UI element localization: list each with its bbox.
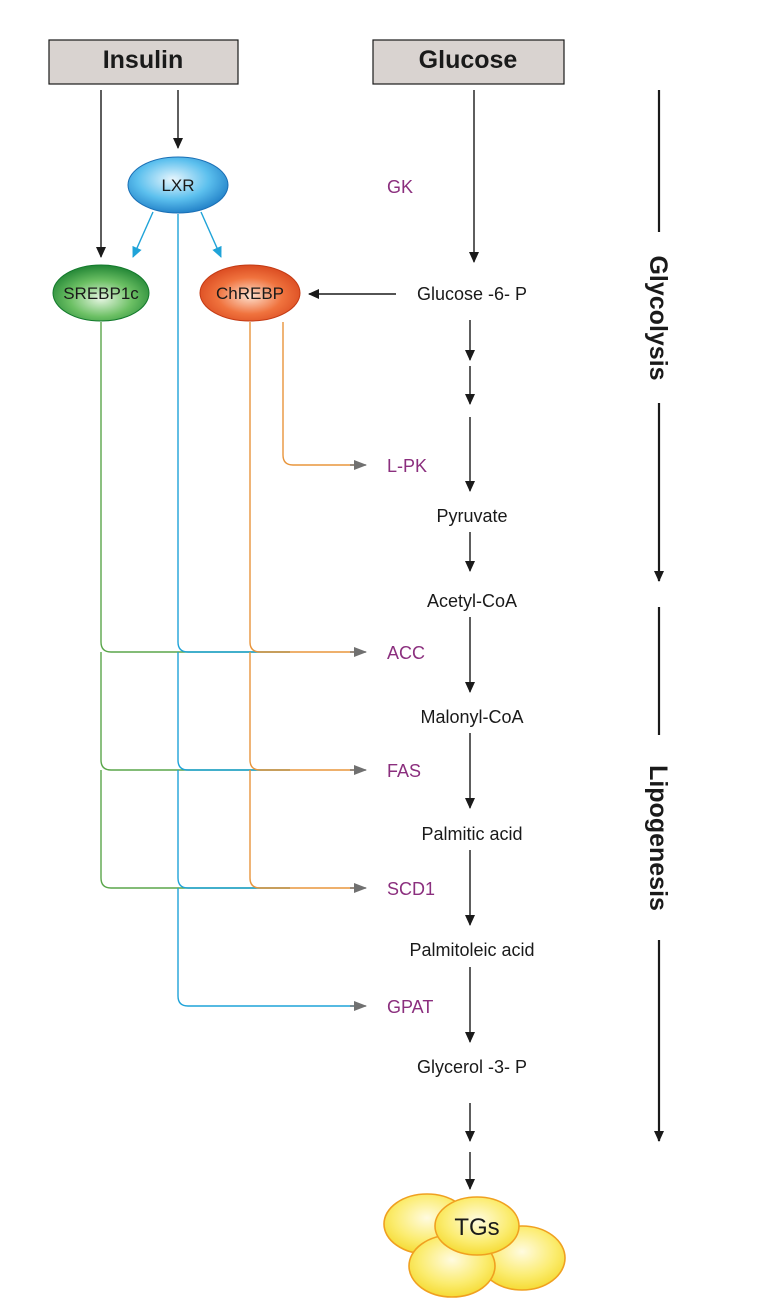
enzyme-scd1: SCD1 [387,879,435,899]
insulin-box: Insulin [48,39,239,85]
enzyme-lpk: L-PK [387,456,427,476]
metabolite-g6p: Glucose -6- P [417,284,527,304]
tgs-droplets: TGs [383,1193,566,1298]
lxr-to-srebp-arrow [132,211,154,258]
glycolysis-label: Glycolysis [644,255,672,380]
metabolite-malonyl-coa: Malonyl-CoA [420,707,523,727]
lxr-regulation-lines [177,214,360,1007]
lxr-node: LXR [127,156,229,214]
metabolite-palmitoleic-acid: Palmitoleic acid [409,940,534,960]
chrebp-regulation-lines [249,322,360,889]
metabolite-acetyl-coa: Acetyl-CoA [427,591,517,611]
enzyme-gpat: GPAT [387,997,433,1017]
lxr-label: LXR [161,176,194,195]
metabolite-palmitic-acid: Palmitic acid [421,824,522,844]
lipogenesis-phase: Lipogenesis [644,607,672,1142]
lxr-to-chrebp-arrow [200,211,222,258]
metabolite-glycerol-3p: Glycerol -3- P [417,1057,527,1077]
glucose-box: Glucose [372,39,565,85]
enzyme-acc: ACC [387,643,425,663]
srebp1c-label: SREBP1c [63,284,139,303]
insulin-label: Insulin [103,46,184,74]
metabolite-pyruvate: Pyruvate [436,506,507,526]
lipogenesis-label: Lipogenesis [644,765,672,911]
enzyme-fas: FAS [387,761,421,781]
chrebp-node: ChREBP [199,264,301,322]
chrebp-label: ChREBP [216,284,284,303]
enzyme-gk: GK [387,177,413,197]
srebp1c-node: SREBP1c [52,264,150,322]
glycolysis-phase: Glycolysis [644,90,672,582]
srebp-regulation-lines [100,322,290,889]
tgs-label: TGs [454,1214,499,1241]
glucose-label: Glucose [419,46,518,74]
